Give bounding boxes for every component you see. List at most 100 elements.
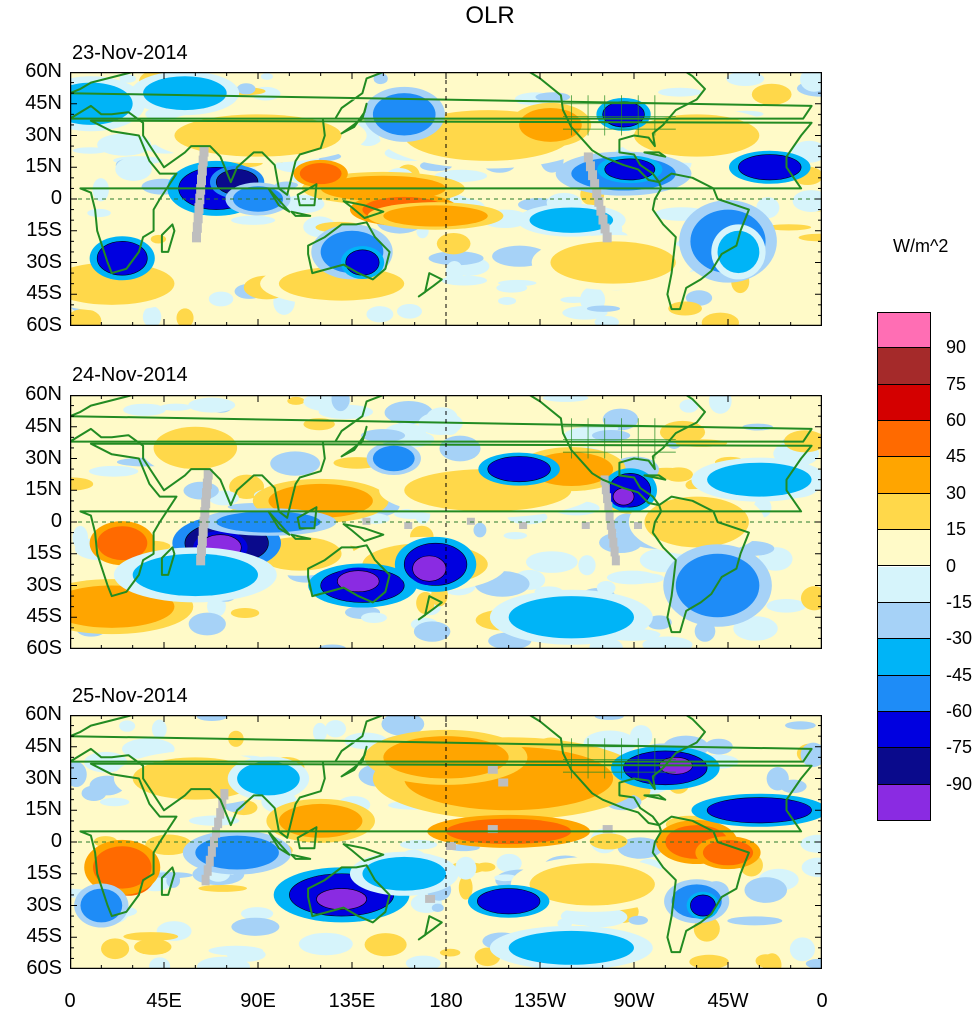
missing-data-cell <box>198 526 208 537</box>
anomaly-patch <box>646 615 672 630</box>
coastline <box>307 544 391 604</box>
anomaly-patch <box>664 467 694 482</box>
missing-data-cell <box>201 874 210 886</box>
anomaly-core <box>702 839 754 866</box>
anomaly-patch <box>298 932 353 956</box>
map-panel-2 <box>70 395 822 649</box>
anomaly-patch <box>591 429 631 442</box>
anomaly-patch <box>733 616 778 641</box>
anomaly-patch <box>92 178 109 202</box>
anomaly-patch <box>800 586 822 611</box>
coastline <box>70 72 813 196</box>
anomaly-core <box>337 570 380 593</box>
coastline <box>651 172 750 311</box>
anomaly-patch <box>188 397 236 413</box>
anomaly-patch <box>241 907 274 921</box>
anomaly-patch <box>282 195 325 214</box>
missing-data-cell <box>197 165 207 176</box>
anomaly-patch <box>331 395 350 412</box>
lat-label: 60N <box>25 703 62 725</box>
anomaly-patch <box>560 296 588 304</box>
anomaly-patch <box>275 181 299 189</box>
anomaly-core <box>477 888 541 915</box>
missing-data-cell <box>202 488 212 499</box>
lat-label: 15N <box>25 798 62 821</box>
anomaly-patch <box>70 477 94 491</box>
coastline <box>296 826 318 850</box>
lat-label: 15N <box>25 155 62 178</box>
missing-data-cell <box>200 507 210 518</box>
missing-data-cell <box>199 146 209 157</box>
missing-data-cell <box>196 184 206 195</box>
anomaly-patch <box>701 312 739 326</box>
anomaly-patch <box>642 636 693 649</box>
missing-data-cell <box>202 478 212 490</box>
anomaly-patch <box>287 396 305 405</box>
coastline <box>267 510 291 536</box>
anomaly-patch <box>578 555 596 576</box>
anomaly-core <box>132 553 258 597</box>
missing-data-cell <box>610 546 619 557</box>
lon-label: 90W <box>613 990 655 1012</box>
lat-label: 60N <box>25 60 62 82</box>
anomaly-patch <box>762 953 782 969</box>
colorbar-label: 60 <box>946 410 967 431</box>
missing-data-cell <box>600 223 610 234</box>
lon-label: 90E <box>240 990 276 1012</box>
anomaly-patch <box>766 599 807 613</box>
missing-data-cell <box>207 846 216 857</box>
missing-data-cell <box>197 535 207 547</box>
missing-data-cell <box>201 497 211 509</box>
coastline <box>651 495 750 634</box>
anomaly-patch <box>397 303 422 319</box>
colorbar-box <box>877 711 931 749</box>
anomaly-patch <box>260 73 274 80</box>
lat-label: 30N <box>25 123 62 146</box>
anomaly-patch <box>596 581 616 595</box>
colorbar-box <box>877 784 931 821</box>
anomaly-patch <box>119 720 136 732</box>
coastline <box>307 221 391 281</box>
missing-data-cell <box>498 778 509 787</box>
lon-label: 135E <box>328 990 376 1012</box>
anomaly-patch <box>364 933 407 957</box>
anomaly-patch <box>801 857 822 878</box>
coastline <box>417 595 443 621</box>
anomaly-patch <box>366 306 394 323</box>
anomaly-patch <box>151 719 167 739</box>
colorbar-box <box>877 602 931 640</box>
coastline <box>470 715 706 827</box>
anomaly-core <box>143 76 227 111</box>
missing-data-cell <box>203 865 212 876</box>
anomaly-patch <box>176 308 194 326</box>
coastline <box>267 187 291 213</box>
anomaly-core <box>412 555 447 582</box>
colorbar-label: -15 <box>946 591 973 612</box>
missing-data-cell <box>608 528 617 539</box>
coastline <box>417 272 443 298</box>
map-panel-1 <box>70 72 822 326</box>
anomaly-patch <box>142 306 162 326</box>
anomaly-patch <box>115 157 152 181</box>
coastline <box>643 474 667 481</box>
anomaly-core <box>372 93 436 136</box>
colorbar-box <box>877 384 931 422</box>
colorbar-label: -90 <box>946 773 973 794</box>
plot-title: OLR <box>465 2 515 29</box>
anomaly-patch <box>123 932 179 941</box>
anomaly-patch <box>208 291 234 307</box>
anomaly-patch <box>455 856 477 880</box>
anomaly-patch <box>606 570 658 585</box>
coastline <box>470 72 706 184</box>
anomaly-patch <box>792 190 822 212</box>
coastline <box>160 223 176 253</box>
anomaly-core <box>508 930 634 965</box>
coastline <box>340 102 368 135</box>
anomaly-patch <box>361 429 406 442</box>
missing-data-cell <box>209 836 218 848</box>
colorbar-label: 45 <box>946 446 967 467</box>
anomaly-patch <box>88 465 139 477</box>
anomaly-patch <box>766 767 789 791</box>
coastline <box>160 866 176 896</box>
colorbar-label: 90 <box>946 337 967 358</box>
